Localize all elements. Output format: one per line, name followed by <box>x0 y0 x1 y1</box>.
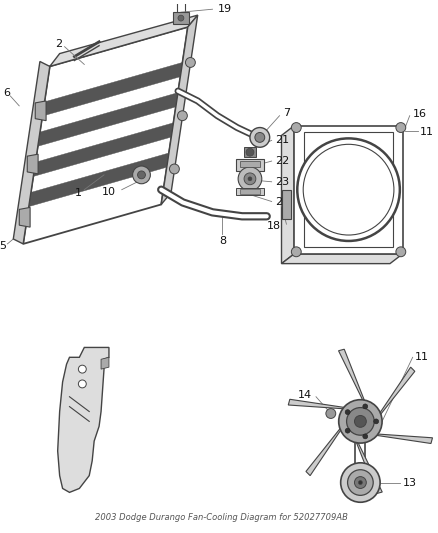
Circle shape <box>348 470 373 495</box>
Circle shape <box>363 434 368 439</box>
Circle shape <box>339 400 382 443</box>
Circle shape <box>341 463 380 502</box>
Circle shape <box>374 419 378 424</box>
Polygon shape <box>304 133 393 247</box>
Circle shape <box>246 148 254 156</box>
Circle shape <box>244 173 256 185</box>
Text: 1: 1 <box>75 188 82 198</box>
Circle shape <box>326 409 336 418</box>
Polygon shape <box>161 15 198 205</box>
Polygon shape <box>23 27 188 244</box>
Polygon shape <box>294 126 403 254</box>
Circle shape <box>78 365 86 373</box>
Circle shape <box>78 380 86 388</box>
Text: 7: 7 <box>283 108 290 118</box>
Polygon shape <box>50 15 198 67</box>
Polygon shape <box>236 159 264 171</box>
Polygon shape <box>58 348 109 492</box>
Circle shape <box>396 247 406 257</box>
Circle shape <box>345 410 350 415</box>
Polygon shape <box>244 147 256 157</box>
Polygon shape <box>13 61 50 244</box>
Text: 11: 11 <box>415 352 429 362</box>
Circle shape <box>291 247 301 257</box>
Circle shape <box>250 127 270 147</box>
Text: 19: 19 <box>217 4 232 14</box>
Circle shape <box>363 404 368 409</box>
Polygon shape <box>282 254 403 264</box>
Polygon shape <box>380 367 415 414</box>
Text: 6: 6 <box>3 88 10 98</box>
Polygon shape <box>282 126 294 264</box>
Text: 10: 10 <box>102 187 116 197</box>
Text: 21: 21 <box>276 135 290 146</box>
Text: 22: 22 <box>276 156 290 166</box>
Text: 13: 13 <box>403 478 417 488</box>
Circle shape <box>138 171 145 179</box>
Circle shape <box>354 477 366 488</box>
Polygon shape <box>27 154 38 174</box>
Circle shape <box>354 416 366 427</box>
Polygon shape <box>377 434 432 443</box>
Polygon shape <box>236 188 264 195</box>
Circle shape <box>133 166 150 184</box>
Circle shape <box>178 15 184 21</box>
Polygon shape <box>282 190 291 219</box>
Circle shape <box>170 164 179 174</box>
Circle shape <box>297 139 400 241</box>
Text: 24: 24 <box>276 197 290 206</box>
Text: 11: 11 <box>420 127 434 138</box>
Polygon shape <box>29 153 169 207</box>
Circle shape <box>345 428 350 433</box>
Polygon shape <box>240 161 260 167</box>
Text: 2: 2 <box>55 39 62 49</box>
Circle shape <box>255 133 265 142</box>
Polygon shape <box>240 189 260 193</box>
Circle shape <box>185 58 195 67</box>
Circle shape <box>346 408 374 435</box>
Text: 16: 16 <box>413 109 427 119</box>
Text: 8: 8 <box>219 236 226 246</box>
Text: 18: 18 <box>266 221 280 231</box>
Polygon shape <box>288 399 344 409</box>
Polygon shape <box>306 429 341 475</box>
Polygon shape <box>357 443 382 494</box>
Text: 5: 5 <box>0 241 6 251</box>
Circle shape <box>177 111 187 120</box>
Text: 23: 23 <box>276 177 290 187</box>
Polygon shape <box>19 207 30 227</box>
Polygon shape <box>33 123 173 176</box>
Polygon shape <box>339 349 364 400</box>
Circle shape <box>396 123 406 133</box>
Polygon shape <box>42 62 183 116</box>
Circle shape <box>358 481 362 484</box>
Circle shape <box>291 123 301 133</box>
Circle shape <box>303 144 394 235</box>
Polygon shape <box>35 101 46 120</box>
Circle shape <box>238 167 262 191</box>
Polygon shape <box>173 12 189 24</box>
Text: 14: 14 <box>298 390 312 400</box>
Polygon shape <box>38 93 178 146</box>
Circle shape <box>248 177 252 181</box>
Polygon shape <box>101 357 109 369</box>
Text: 2003 Dodge Durango Fan-Cooling Diagram for 52027709AB: 2003 Dodge Durango Fan-Cooling Diagram f… <box>95 513 348 522</box>
